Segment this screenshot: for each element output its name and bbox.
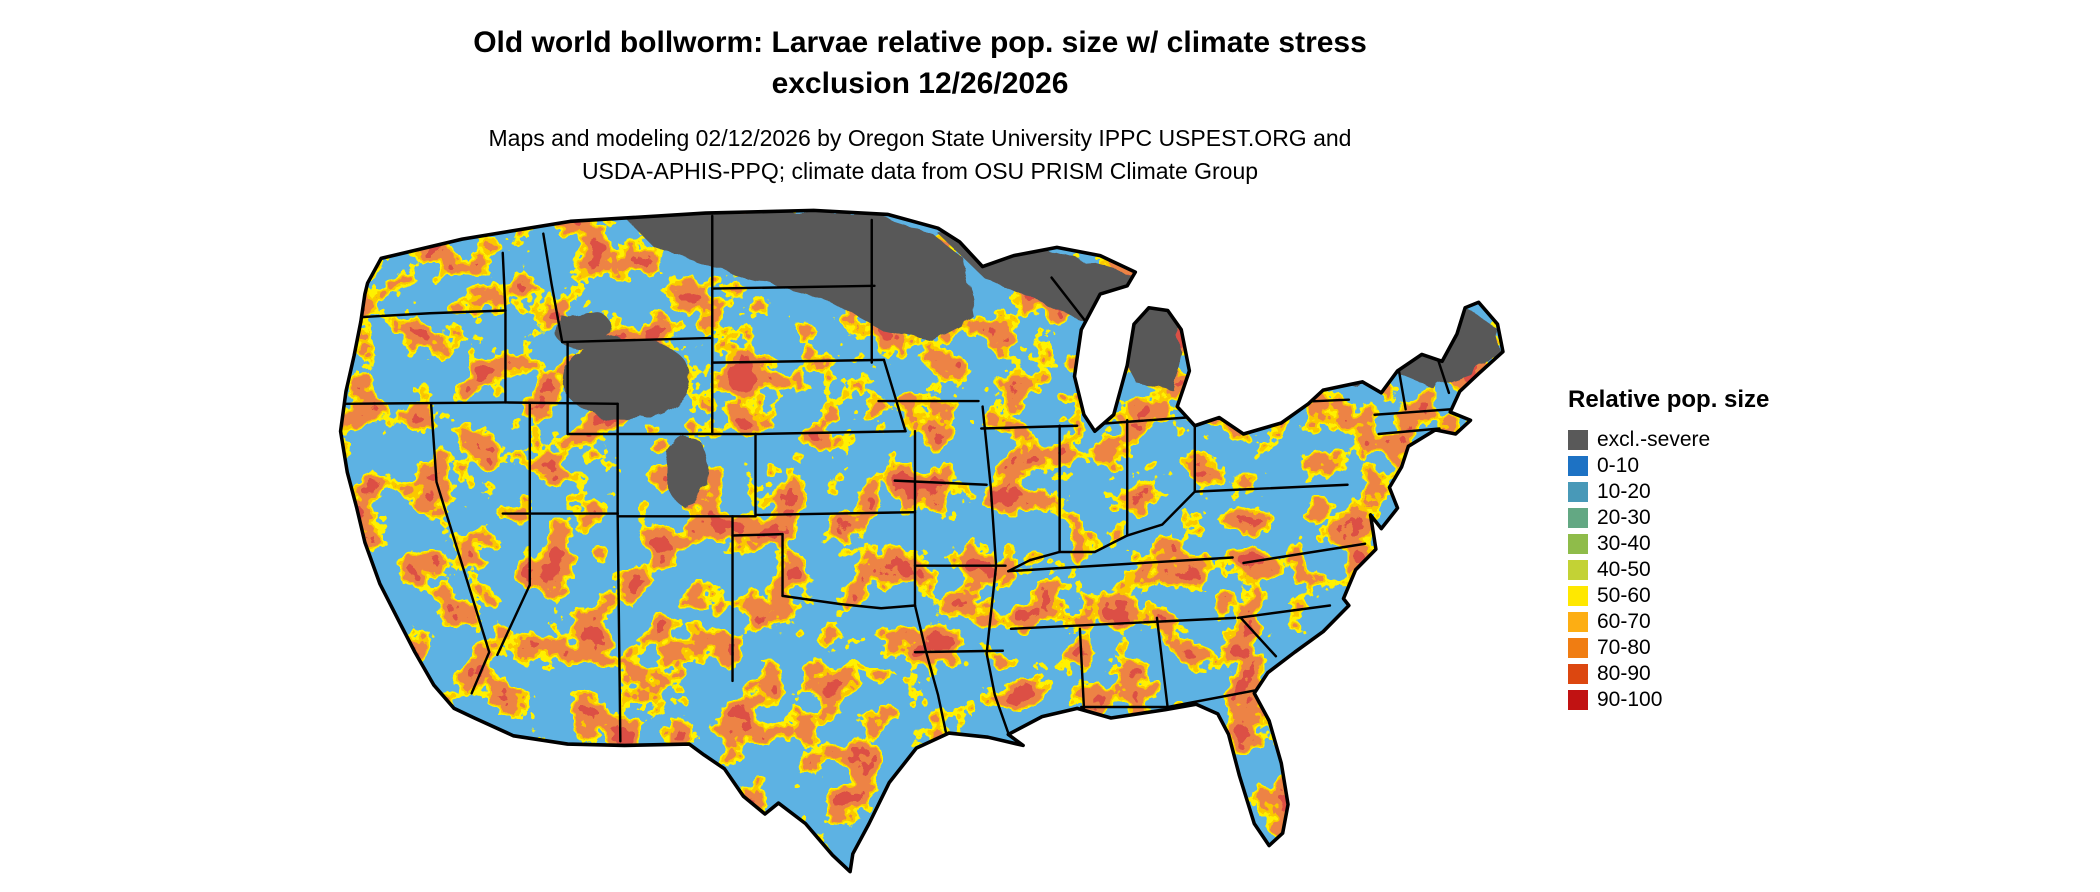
legend-item-label: 30-40 — [1597, 532, 1651, 555]
page-subtitle-line2: USDA-APHIS-PPQ; climate data from OSU PR… — [581, 158, 1259, 185]
legend-swatch — [1568, 430, 1588, 450]
legend-item: 60-70 — [1568, 609, 1769, 635]
page-title-line2: exclusion 12/26/2026 — [771, 67, 1069, 101]
legend-swatch — [1568, 664, 1588, 684]
legend: Relative pop. size excl.-severe 0-10 10-20… — [1568, 386, 1769, 713]
legend-item: 40-50 — [1568, 557, 1769, 583]
us-map — [300, 198, 1530, 884]
page-title: Old world bollworm: Larvae relative pop.… — [0, 22, 1840, 105]
legend-item: 50-60 — [1568, 583, 1769, 609]
legend-item-label: 0-10 — [1597, 454, 1640, 477]
legend-item-label: 50-60 — [1597, 584, 1651, 607]
legend-swatch — [1568, 690, 1588, 710]
legend-swatch — [1568, 534, 1588, 554]
state-borders — [342, 214, 1453, 743]
page-subtitle-line1: Maps and modeling 02/12/2026 by Oregon S… — [488, 125, 1352, 151]
us-outline — [338, 208, 1505, 874]
us-map-svg — [338, 208, 1505, 874]
legend-swatch — [1568, 560, 1588, 580]
legend-item-label: 20-30 — [1597, 506, 1651, 529]
legend-swatch — [1568, 508, 1588, 528]
legend-item-label: 10-20 — [1597, 480, 1651, 503]
legend-swatch — [1568, 612, 1588, 632]
legend-item: excl.-severe — [1568, 427, 1769, 453]
legend-item: 20-30 — [1568, 505, 1769, 531]
legend-item-label: 90-100 — [1597, 688, 1663, 711]
legend-items: excl.-severe 0-10 10-20 20-30 30-40 40-50 50-6… — [1568, 427, 1769, 713]
legend-item: 30-40 — [1568, 531, 1769, 557]
page-title-line1: Old world bollworm: Larvae relative pop.… — [473, 26, 1367, 59]
legend-item: 90-100 — [1568, 687, 1769, 713]
page-subtitle: Maps and modeling 02/12/2026 by Oregon S… — [0, 122, 1840, 189]
legend-item-label: 70-80 — [1597, 636, 1651, 659]
legend-item-label: excl.-severe — [1597, 428, 1711, 451]
legend-swatch — [1568, 586, 1588, 606]
legend-item-label: 40-50 — [1597, 558, 1651, 581]
legend-swatch — [1568, 456, 1588, 476]
legend-item: 0-10 — [1568, 453, 1769, 479]
legend-swatch — [1568, 638, 1588, 658]
legend-swatch — [1568, 482, 1588, 502]
legend-title: Relative pop. size — [1568, 386, 1770, 413]
legend-item-label: 80-90 — [1597, 662, 1651, 685]
legend-item: 80-90 — [1568, 661, 1769, 687]
legend-item-label: 60-70 — [1597, 610, 1651, 633]
legend-item: 10-20 — [1568, 479, 1769, 505]
legend-item: 70-80 — [1568, 635, 1769, 661]
